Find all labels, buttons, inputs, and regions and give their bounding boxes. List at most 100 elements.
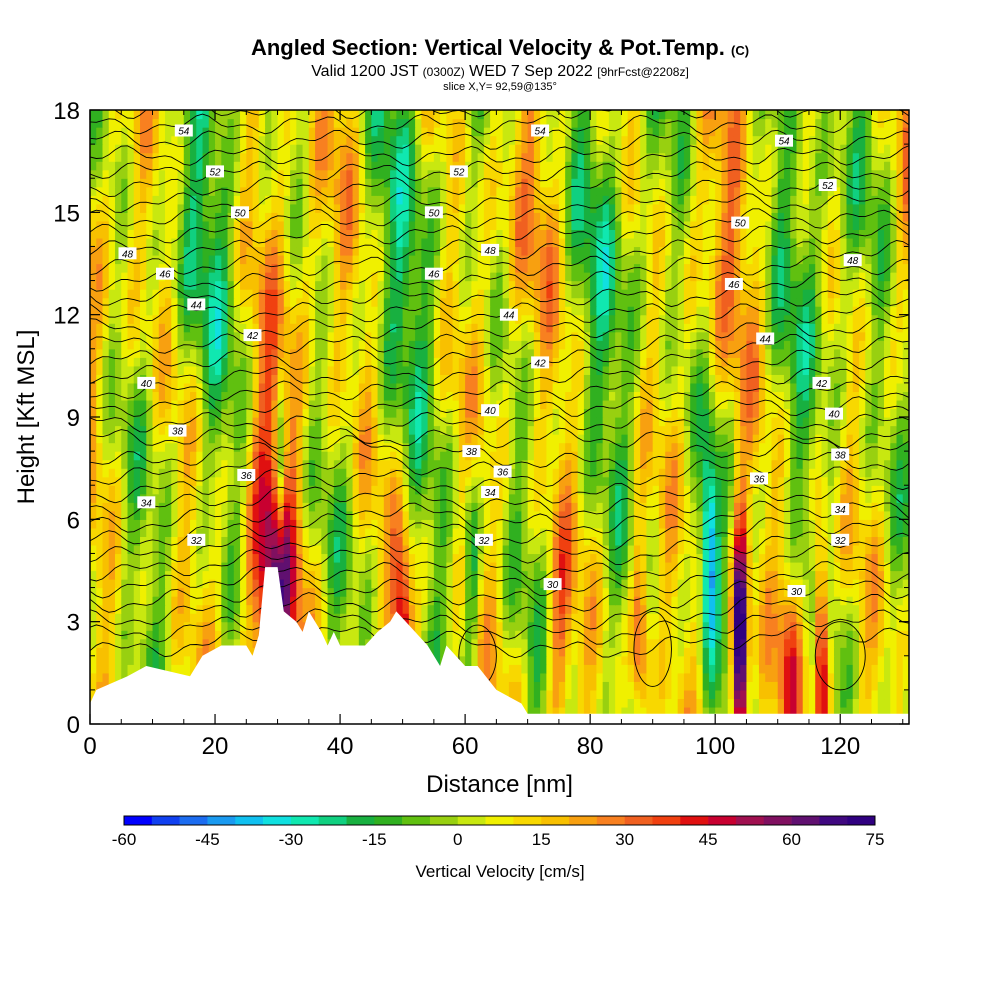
velocity-cell bbox=[402, 553, 410, 563]
velocity-cell bbox=[896, 544, 904, 555]
velocity-cell bbox=[171, 613, 179, 623]
velocity-cell bbox=[802, 561, 810, 572]
velocity-cell bbox=[571, 630, 579, 640]
velocity-cell bbox=[583, 604, 591, 614]
velocity-cell bbox=[571, 587, 579, 597]
velocity-cell bbox=[158, 527, 166, 537]
velocity-cell bbox=[890, 689, 898, 700]
velocity-cell bbox=[171, 655, 179, 665]
velocity-cell bbox=[490, 579, 497, 589]
velocity-cell bbox=[727, 476, 735, 486]
velocity-cell bbox=[840, 417, 848, 427]
velocity-cell bbox=[821, 417, 829, 427]
velocity-cell bbox=[752, 613, 760, 623]
velocity-cell bbox=[540, 544, 547, 555]
velocity-cell bbox=[621, 468, 629, 478]
velocity-cell bbox=[627, 399, 635, 410]
velocity-cell bbox=[458, 476, 466, 486]
velocity-cell bbox=[333, 434, 341, 444]
velocity-cell bbox=[521, 451, 529, 461]
velocity-cell bbox=[502, 604, 510, 614]
velocity-cell bbox=[365, 399, 372, 410]
velocity-cell bbox=[621, 672, 629, 682]
velocity-cell bbox=[577, 664, 585, 674]
velocity-cell bbox=[715, 630, 723, 640]
velocity-cell bbox=[846, 476, 854, 486]
velocity-cell bbox=[208, 399, 216, 410]
velocity-cell bbox=[502, 655, 510, 665]
velocity-cell bbox=[271, 408, 279, 418]
velocity-cell bbox=[490, 638, 497, 648]
velocity-cell bbox=[190, 613, 197, 623]
velocity-cell bbox=[896, 613, 904, 623]
velocity-cell bbox=[358, 570, 366, 580]
velocity-cell bbox=[102, 485, 110, 495]
velocity-cell bbox=[383, 613, 391, 623]
velocity-cell bbox=[558, 587, 566, 597]
velocity-cell bbox=[215, 442, 222, 452]
velocity-cell bbox=[208, 476, 216, 486]
velocity-cell bbox=[671, 425, 679, 435]
velocity-cell bbox=[527, 536, 535, 546]
velocity-cell bbox=[602, 689, 610, 700]
velocity-cell bbox=[577, 544, 585, 555]
velocity-cell bbox=[877, 698, 885, 708]
velocity-cell bbox=[633, 655, 641, 665]
velocity-cell bbox=[815, 561, 823, 572]
velocity-cell bbox=[165, 544, 172, 555]
velocity-cell bbox=[127, 451, 135, 461]
velocity-cell bbox=[102, 544, 110, 555]
velocity-cell bbox=[127, 604, 135, 614]
velocity-cell bbox=[677, 519, 685, 529]
velocity-cell bbox=[171, 647, 179, 657]
velocity-cell bbox=[808, 561, 816, 572]
velocity-cell bbox=[665, 476, 673, 486]
velocity-cell bbox=[102, 476, 110, 486]
velocity-cell bbox=[746, 553, 754, 563]
velocity-cell bbox=[683, 638, 691, 648]
velocity-cell bbox=[827, 493, 835, 503]
velocity-cell bbox=[852, 502, 860, 512]
velocity-cell bbox=[340, 527, 347, 537]
velocity-cell bbox=[677, 553, 685, 563]
velocity-cell bbox=[146, 655, 154, 665]
velocity-cell bbox=[558, 459, 566, 469]
velocity-cell bbox=[115, 408, 122, 418]
velocity-cell bbox=[565, 604, 572, 614]
velocity-cell bbox=[327, 502, 335, 512]
velocity-cell bbox=[252, 417, 260, 427]
velocity-cell bbox=[171, 510, 179, 520]
velocity-cell bbox=[402, 493, 410, 503]
velocity-cell bbox=[290, 527, 297, 537]
velocity-cell bbox=[421, 621, 429, 631]
velocity-cell bbox=[590, 468, 597, 478]
velocity-cell bbox=[127, 570, 135, 580]
velocity-cell bbox=[902, 647, 909, 657]
velocity-cell bbox=[221, 399, 229, 410]
velocity-cell bbox=[408, 544, 416, 555]
velocity-cell bbox=[496, 604, 504, 614]
velocity-cell bbox=[690, 527, 698, 537]
velocity-cell bbox=[690, 587, 698, 597]
velocity-cell bbox=[677, 417, 685, 427]
velocity-cell bbox=[427, 536, 435, 546]
velocity-cell bbox=[815, 596, 823, 606]
velocity-cell bbox=[352, 527, 360, 537]
velocity-cell bbox=[646, 706, 654, 717]
velocity-cell bbox=[777, 638, 785, 648]
velocity-cell bbox=[790, 527, 798, 537]
velocity-cell bbox=[390, 399, 397, 410]
velocity-cell bbox=[102, 664, 110, 674]
velocity-cell bbox=[108, 664, 116, 674]
velocity-cell bbox=[696, 647, 704, 657]
velocity-cell bbox=[146, 647, 154, 657]
velocity-cell bbox=[196, 596, 204, 606]
velocity-cell bbox=[365, 493, 372, 503]
velocity-cell bbox=[508, 655, 516, 665]
velocity-cell bbox=[352, 638, 360, 648]
velocity-cell bbox=[396, 604, 404, 614]
velocity-cell bbox=[683, 476, 691, 486]
velocity-cell bbox=[802, 502, 810, 512]
velocity-cell bbox=[596, 468, 604, 478]
velocity-cell bbox=[590, 417, 597, 427]
